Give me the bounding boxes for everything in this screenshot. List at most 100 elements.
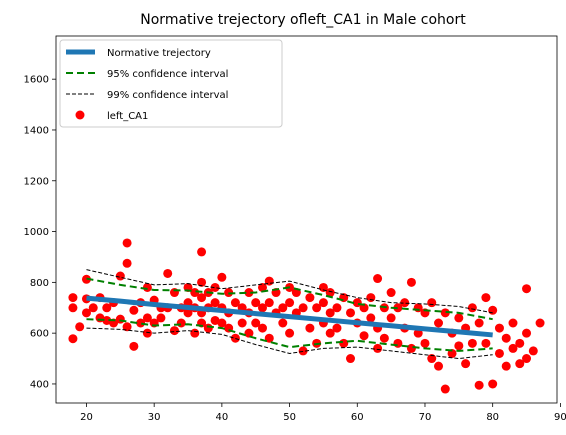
data-point <box>176 318 186 328</box>
data-point <box>210 315 220 325</box>
y-tick-label: 1400 <box>24 125 49 136</box>
data-point <box>379 333 389 343</box>
data-point <box>501 361 511 371</box>
data-point <box>217 318 227 328</box>
ci99-line <box>86 269 493 314</box>
data-point <box>237 318 247 328</box>
x-tick-label: 40 <box>216 412 229 423</box>
normative-trajectory-line <box>86 295 493 338</box>
data-point <box>68 334 78 344</box>
data-point <box>285 298 295 308</box>
data-point <box>494 323 504 333</box>
data-point <box>332 323 342 333</box>
data-point <box>129 305 139 315</box>
ci99-line <box>86 327 493 360</box>
data-point <box>474 318 484 328</box>
data-point <box>528 346 538 356</box>
data-point <box>75 322 85 332</box>
y-tick-label: 1200 <box>24 176 49 187</box>
data-point <box>210 282 220 292</box>
data-point <box>312 303 322 313</box>
data-point <box>359 303 369 313</box>
legend-label: Normative trejectory <box>107 48 211 59</box>
data-point <box>183 308 193 318</box>
ci95-line <box>86 277 493 321</box>
data-point <box>434 318 444 328</box>
data-point <box>481 338 491 348</box>
data-point <box>264 276 274 286</box>
data-point <box>454 341 464 351</box>
data-point <box>278 318 288 328</box>
data-point <box>257 282 267 292</box>
data-point <box>122 322 132 332</box>
ci95-line <box>86 318 493 352</box>
data-point <box>115 271 125 281</box>
x-tick-label: 80 <box>486 412 499 423</box>
data-point <box>251 318 261 328</box>
data-point <box>88 303 98 313</box>
legend-swatch-marker <box>75 110 85 120</box>
data-point <box>102 315 112 325</box>
data-point <box>332 303 342 313</box>
y-tick-label: 1600 <box>24 75 49 86</box>
x-tick-label: 50 <box>283 412 296 423</box>
axes-layer: 20 30 40 50 60 70 80 90 400 600 800 1000 1200 1400 160… <box>24 35 566 423</box>
data-point <box>427 354 437 364</box>
data-point <box>142 282 152 292</box>
data-point <box>474 380 484 390</box>
data-point <box>197 277 207 287</box>
data-point <box>440 384 450 394</box>
data-point <box>515 338 525 348</box>
data-point <box>122 258 132 268</box>
legend-label: 99% confidence interval <box>107 90 228 101</box>
data-point <box>318 298 328 308</box>
data-point <box>522 328 532 338</box>
data-point <box>467 338 477 348</box>
data-point <box>122 238 132 248</box>
data-point <box>257 323 267 333</box>
data-point <box>203 323 213 333</box>
data-point <box>251 298 261 308</box>
data-point <box>197 293 207 303</box>
data-point <box>325 328 335 338</box>
y-tick-label: 400 <box>30 379 49 390</box>
data-point <box>257 303 267 313</box>
data-point <box>400 298 410 308</box>
data-point <box>366 313 376 323</box>
data-point <box>359 331 369 341</box>
data-point <box>346 308 356 318</box>
data-point <box>298 303 308 313</box>
data-point <box>325 308 335 318</box>
data-point <box>115 314 125 324</box>
data-point <box>346 354 356 364</box>
chart-title: Normative trejectory ofleft_CA1 in Male … <box>140 12 466 28</box>
data-point <box>522 284 532 294</box>
data-point <box>420 338 430 348</box>
data-point <box>230 298 240 308</box>
data-point <box>366 293 376 303</box>
data-point <box>142 313 152 323</box>
data-point <box>501 333 511 343</box>
data-point <box>406 277 416 287</box>
x-tick-label: 90 <box>554 412 566 423</box>
data-point <box>325 288 335 298</box>
data-point <box>454 313 464 323</box>
data-point <box>305 293 315 303</box>
data-point <box>224 288 234 298</box>
legend-box <box>59 39 283 128</box>
data-point <box>244 328 254 338</box>
data-point <box>427 298 437 308</box>
data-point <box>434 361 444 371</box>
data-point <box>129 341 139 351</box>
data-point <box>278 303 288 313</box>
data-point <box>102 303 112 313</box>
legend-label: left_CA1 <box>107 111 148 122</box>
data-point <box>393 338 403 348</box>
data-point <box>440 308 450 318</box>
data-point <box>488 305 498 315</box>
data-point <box>406 343 416 353</box>
data-point <box>298 346 308 356</box>
data-point <box>169 326 179 336</box>
series-layer <box>68 238 545 394</box>
data-point <box>494 348 504 358</box>
